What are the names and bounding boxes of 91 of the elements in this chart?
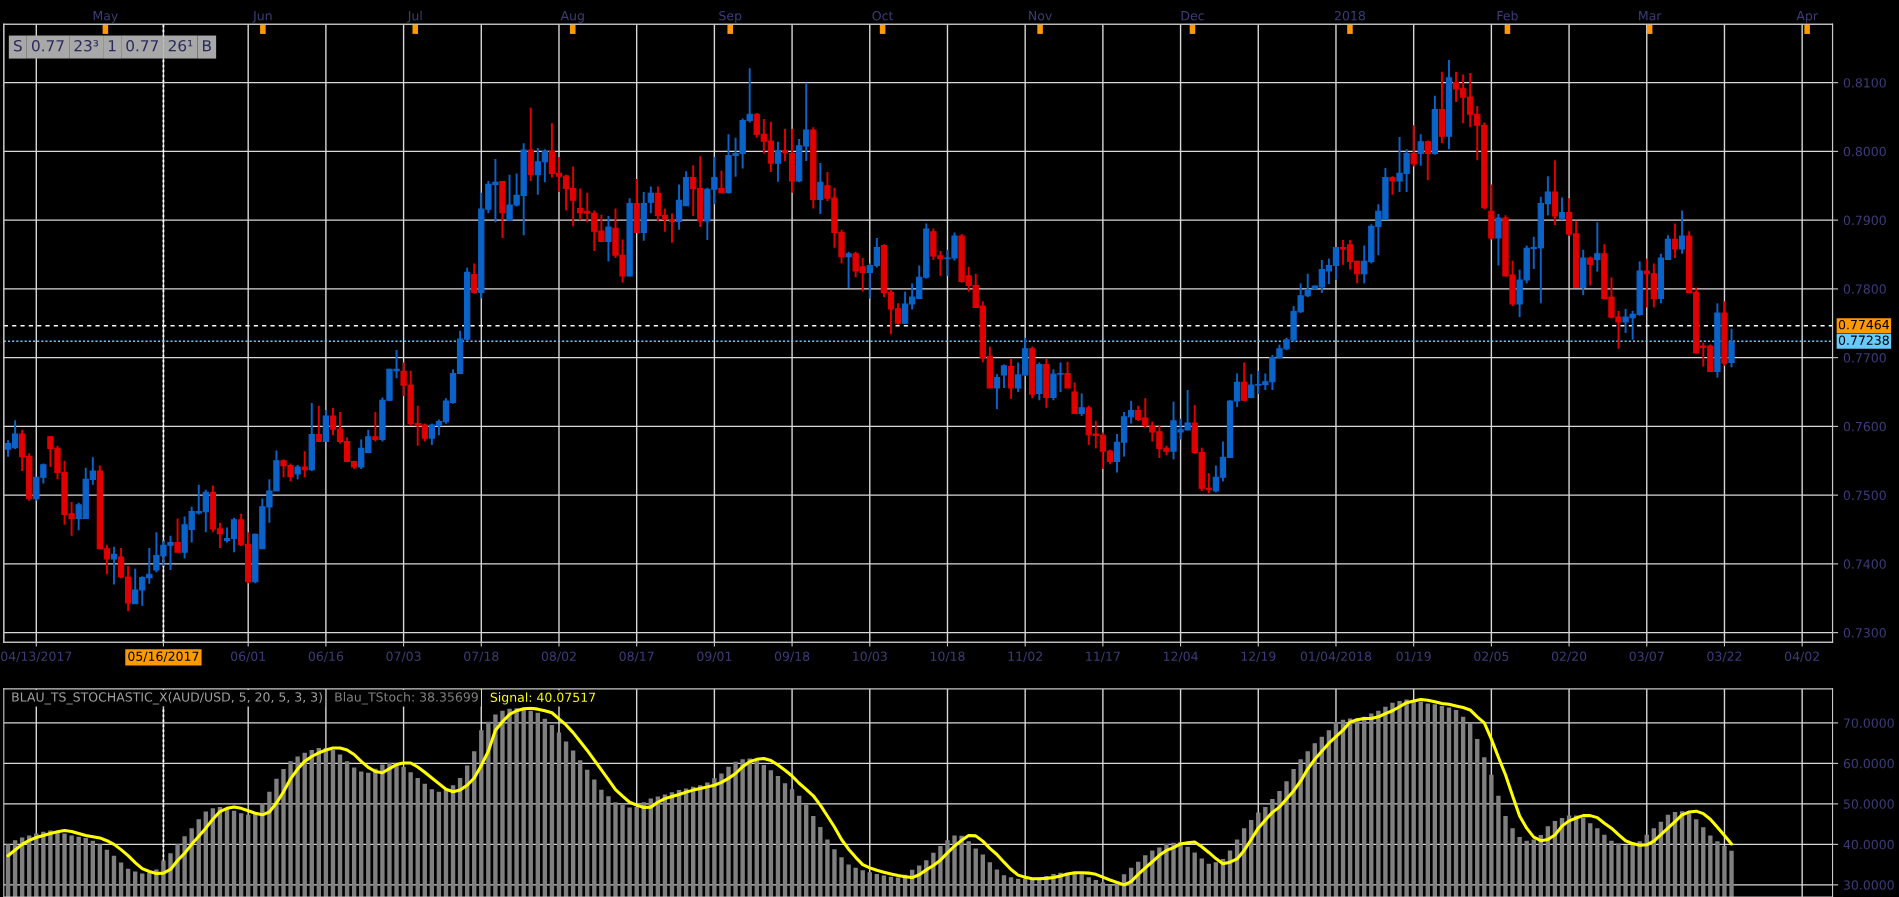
chart-title: BLAU_TS_STOCHASTIC_X(AUD/USD, 5, 20, 5, 3, 3) — [12, 692, 322, 705]
x2-tick-label: Oct — [872, 10, 894, 21]
y-tick-label: 0.7600 — [1843, 421, 1886, 432]
candlestick — [1587, 255, 1594, 287]
annotation: 1 — [108, 40, 116, 52]
candlestick — [1071, 381, 1078, 415]
y-tick-label: 0.7500 — [1843, 490, 1886, 501]
candlestick — [1240, 361, 1248, 402]
x-tick-label: 11/17 — [1086, 651, 1120, 662]
candlestick — [1728, 327, 1735, 369]
x-tick-label: 09/18 — [774, 651, 810, 662]
candlestick — [1424, 139, 1431, 182]
candlestick — [1558, 196, 1566, 222]
x2-tick-label: Sep — [719, 10, 742, 23]
x-tick-label: 04/13/2017 — [1, 651, 72, 662]
y-tick-label: 0.7400 — [1843, 559, 1886, 569]
x2-tick-label: Jun — [252, 11, 272, 23]
ref-line-label: 0.77464 — [1838, 319, 1890, 330]
candlestick — [301, 450, 308, 479]
candlestick — [1495, 212, 1502, 267]
candlestick — [1007, 358, 1015, 400]
x-tick-label: 04/02 — [1784, 651, 1819, 662]
x-tick-label: 12/04 — [1163, 651, 1198, 662]
candlestick — [1594, 221, 1601, 273]
x-tick-label: 05/16/2017 — [128, 651, 199, 662]
y-tick-label: 0.8000 — [1843, 146, 1886, 157]
x-tick-label: 02/05 — [1474, 651, 1509, 662]
series-label: Signal: 40.07517 — [490, 692, 596, 705]
x2-tick-label: Mar — [1639, 11, 1662, 21]
candlestick — [1064, 360, 1071, 389]
candlestick — [315, 404, 322, 443]
candlestick — [372, 410, 379, 443]
x2-tick-label: Nov — [1029, 11, 1052, 21]
x-tick-label: 07/03 — [386, 651, 421, 662]
x2-tick-label: Aug — [560, 11, 584, 23]
candlestick — [1417, 133, 1424, 167]
candlestick — [605, 215, 612, 263]
annotation: 23³ — [74, 39, 99, 52]
candlestick — [845, 250, 852, 290]
x2-tick-label: Feb — [1497, 10, 1518, 21]
candlestick — [174, 517, 181, 554]
y-tick-label: 0.8100 — [1843, 78, 1886, 88]
candlestick — [1678, 209, 1686, 255]
x2-tick-label: Jul — [407, 10, 422, 23]
x-tick-label: 06/16 — [308, 651, 344, 662]
x-tick-label: 08/17 — [619, 651, 654, 662]
annotation: S — [13, 39, 22, 52]
x-tick-label: 02/20 — [1551, 651, 1587, 662]
x-tick-label: 03/22 — [1707, 651, 1742, 662]
y-tick-label: 40.0000 — [1843, 839, 1894, 850]
candlestick — [110, 545, 118, 586]
x-tick-label: 08/02 — [541, 651, 576, 662]
candlestick — [993, 373, 1001, 411]
y-tick-label: 0.7700 — [1843, 353, 1886, 363]
x-tick-label: 11/02 — [1008, 651, 1042, 662]
y-tick-label: 0.7300 — [1843, 628, 1886, 638]
y-tick-label: 70.0000 — [1843, 718, 1894, 728]
x-tick-label: 03/07 — [1629, 651, 1664, 662]
annotation: B — [203, 40, 211, 52]
candlestick — [647, 185, 654, 215]
candlestick — [1671, 222, 1679, 259]
annotation: 0.77 — [31, 39, 64, 52]
y-tick-label: 60.0000 — [1843, 758, 1894, 769]
x2-tick-label: Dec — [1181, 11, 1204, 21]
x-tick-label: 06/01 — [231, 651, 266, 662]
x2-tick-label: 2018 — [1334, 10, 1365, 21]
x2-tick-label: Apr — [1796, 11, 1818, 23]
x-tick-label: 10/03 — [853, 651, 887, 662]
series-label: Blau_TStoch: 38.35699 — [335, 692, 478, 705]
x-tick-label: 09/01 — [697, 651, 732, 662]
candlestick — [1389, 175, 1396, 196]
y-tick-label: 50.0000 — [1843, 799, 1894, 809]
x-tick-label: 10/18 — [930, 651, 965, 662]
x-tick-label: 01/19 — [1396, 651, 1431, 662]
candlestick — [718, 169, 725, 194]
candlestick — [817, 162, 824, 215]
candlestick — [781, 127, 789, 162]
x2-tick-label: May — [93, 11, 118, 23]
x-tick-label: 12/19 — [1241, 651, 1276, 662]
annotation: 0.77 — [126, 39, 158, 52]
x-tick-label: 01/04/2018 — [1300, 651, 1372, 662]
y-tick-label: 30.0000 — [1843, 880, 1894, 890]
x-tick-label: 07/18 — [464, 651, 499, 662]
y-tick-label: 0.7900 — [1843, 215, 1886, 226]
candlestick — [774, 140, 782, 183]
ref-line-label: 0.77238 — [1838, 335, 1889, 345]
candlestick — [1410, 124, 1417, 168]
y-tick-label: 0.7800 — [1843, 284, 1886, 294]
annotation: 26¹ — [168, 39, 193, 52]
candlestick — [1078, 392, 1085, 418]
candlestick — [471, 262, 478, 295]
